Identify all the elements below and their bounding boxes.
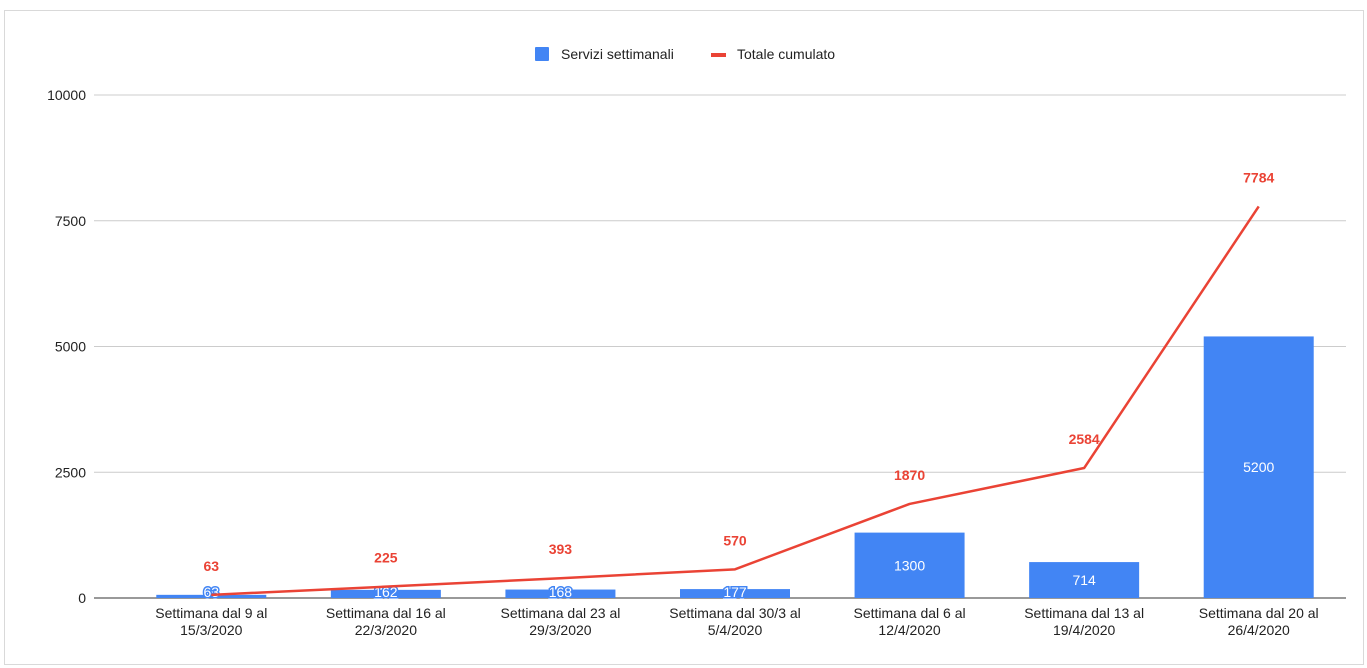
gridlines (94, 94, 1346, 599)
legend-swatch-line (711, 53, 726, 57)
bar-data-label: 63 (203, 584, 219, 600)
bar (680, 589, 790, 598)
bar (330, 589, 441, 598)
bar (156, 594, 267, 598)
cumulative-line (211, 205, 1260, 597)
x-axis: Settimana dal 9 al 15/3/2020 Settimana dal… (155, 605, 1318, 638)
line-data-label: 393 (549, 541, 573, 557)
y-tick-label: 5000 (55, 339, 86, 355)
bar (1029, 562, 1140, 598)
x-tick-label: Settimana dal 13 al 19/4/2020 (1024, 605, 1144, 638)
x-tick-label: Settimana dal 16 al 22/3/2020 (326, 605, 446, 638)
legend-label-bar: Servizi settimanali (561, 46, 674, 62)
x-tick-label: Settimana dal 9 al 15/3/2020 (155, 605, 267, 638)
legend-label-line: Totale cumulato (737, 46, 835, 62)
y-axis: 0 2500 5000 7500 10000 (47, 87, 86, 606)
x-tick-label: Settimana dal 30/3 al 5/4/2020 (669, 605, 801, 638)
y-tick-label: 10000 (47, 87, 86, 103)
x-tick-label: Settimana dal 23 al 29/3/2020 (500, 605, 620, 638)
bar (505, 589, 616, 598)
line-data-label: 7784 (1243, 169, 1274, 185)
bar-data-label: 177 (723, 584, 747, 600)
line-data-label: 1870 (894, 467, 925, 483)
bar (1203, 336, 1314, 598)
bar-data-label: 714 (1072, 572, 1096, 588)
line-data-label: 63 (203, 558, 219, 574)
bar-data-label: 5200 (1243, 459, 1274, 475)
line-data-label: 570 (723, 532, 747, 548)
y-tick-label: 7500 (55, 213, 86, 229)
bar (854, 532, 965, 598)
bar-data-label: 1300 (894, 557, 925, 573)
legend: Servizi settimanali Totale cumulato (535, 46, 835, 62)
bar-data-label: 168 (549, 584, 573, 600)
y-tick-label: 2500 (55, 464, 86, 480)
y-tick-label: 0 (78, 590, 86, 606)
line-data-label: 2584 (1069, 431, 1100, 447)
legend-swatch-bar (535, 47, 549, 61)
line-data-label: 225 (374, 550, 398, 566)
line-series: 63 225 393 570 1870 2584 7784 (203, 169, 1274, 597)
chart-frame (4, 10, 1364, 665)
x-tick-label: Settimana dal 6 al 12/4/2020 (854, 605, 966, 638)
x-tick-label: Settimana dal 20 al 26/4/2020 (1199, 605, 1319, 638)
